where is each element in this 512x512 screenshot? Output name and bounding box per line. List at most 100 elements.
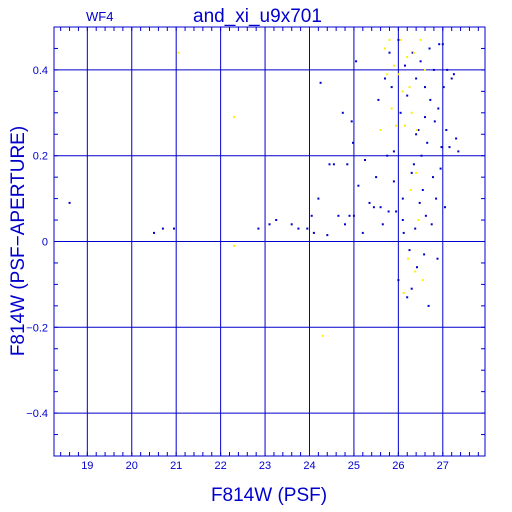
yellow-data-point: [177, 51, 180, 54]
blue-data-point: [381, 223, 384, 226]
blue-data-point: [404, 64, 406, 67]
blue-data-point: [387, 210, 390, 213]
blue-data-point: [332, 163, 335, 166]
blue-data-point: [388, 51, 391, 54]
yellow-data-point: [401, 90, 404, 93]
x-tick-label: 26: [392, 460, 404, 472]
x-tick-label: 20: [126, 460, 138, 472]
blue-data-point: [444, 206, 446, 209]
blue-data-point: [350, 120, 353, 123]
data-points: [68, 38, 460, 337]
blue-data-point: [306, 227, 309, 230]
chart-title: and_xi_u9x701: [193, 6, 322, 27]
yellow-data-point: [388, 38, 391, 41]
blue-data-point: [429, 98, 432, 101]
blue-data-point: [445, 129, 448, 131]
x-tick-label: 21: [170, 460, 182, 472]
blue-data-point: [439, 167, 442, 170]
blue-data-point: [153, 231, 155, 234]
yellow-data-point: [321, 334, 324, 337]
blue-data-point: [410, 171, 413, 174]
blue-data-point: [433, 120, 436, 123]
blue-data-point: [355, 60, 358, 63]
blue-data-point: [406, 94, 409, 97]
blue-data-point: [442, 86, 445, 89]
blue-data-point: [173, 227, 175, 230]
yellow-data-point: [419, 38, 422, 41]
blue-data-point: [386, 154, 389, 157]
yellow-data-point: [402, 292, 405, 294]
blue-data-point: [375, 176, 378, 179]
blue-data-point: [397, 279, 400, 282]
blue-data-point: [415, 133, 418, 136]
y-tick-label: 0.2: [33, 151, 48, 163]
blue-data-point: [440, 146, 443, 149]
yellow-data-point: [417, 219, 420, 221]
yellow-data-point: [404, 124, 406, 127]
blue-data-point: [423, 253, 426, 256]
blue-data-point: [395, 210, 398, 213]
blue-data-point: [352, 214, 355, 217]
blue-data-point: [368, 201, 371, 204]
yellow-data-point: [233, 116, 235, 119]
yellow-data-point: [390, 107, 393, 110]
blue-data-point: [379, 206, 382, 209]
yellow-data-point: [392, 64, 395, 67]
y-tick-label: 0: [42, 237, 48, 249]
blue-data-point: [411, 51, 414, 54]
blue-data-point: [424, 116, 426, 119]
blue-data-point: [426, 141, 429, 144]
blue-data-point: [421, 189, 424, 191]
blue-data-point: [436, 257, 439, 260]
blue-data-point: [341, 111, 344, 114]
blue-data-point: [414, 227, 417, 230]
yellow-data-point: [407, 257, 410, 260]
blue-data-point: [377, 98, 380, 101]
blue-data-point: [430, 223, 433, 226]
yellow-data-point: [424, 68, 426, 71]
blue-data-point: [428, 47, 431, 50]
x-tick-label: 22: [214, 460, 226, 472]
blue-data-point: [348, 214, 351, 217]
blue-data-point: [399, 111, 402, 114]
yellow-data-point: [395, 124, 398, 127]
blue-data-point: [390, 86, 393, 89]
blue-data-point: [417, 129, 420, 131]
blue-data-point: [384, 77, 386, 80]
yellow-data-point: [397, 73, 400, 76]
blue-data-point: [446, 68, 449, 71]
blue-data-point: [450, 77, 453, 80]
blue-data-point: [392, 180, 395, 183]
blue-data-point: [455, 137, 458, 140]
blue-data-point: [419, 60, 422, 63]
y-axis-label: F814W (PSF−APERTURE): [8, 126, 29, 356]
yellow-data-point: [414, 270, 417, 273]
blue-data-point: [424, 86, 426, 89]
blue-data-point: [361, 231, 364, 234]
yellow-data-point: [412, 51, 415, 54]
blue-data-point: [412, 163, 415, 166]
blue-data-point: [438, 43, 441, 46]
chart-subtitle: WF4: [86, 9, 113, 24]
blue-data-point: [297, 227, 300, 230]
blue-data-point: [68, 201, 71, 204]
blue-data-point: [441, 43, 444, 46]
yellow-data-point: [408, 86, 411, 89]
blue-data-point: [328, 163, 331, 166]
yellow-data-point: [386, 73, 389, 76]
blue-data-point: [275, 219, 278, 221]
yellow-data-point: [415, 171, 418, 174]
blue-data-point: [392, 150, 395, 153]
blue-data-point: [415, 77, 418, 80]
blue-data-point: [364, 159, 366, 161]
x-tick-label: 25: [348, 460, 360, 472]
blue-data-point: [317, 197, 320, 200]
blue-data-point: [418, 201, 421, 204]
blue-data-point: [346, 163, 349, 166]
axis-ticks: 19 20 21 22 23 24 25 26 27 −0.4 −0.2 0 0.2 0.4: [26, 26, 485, 472]
blue-data-point: [408, 249, 411, 252]
blue-data-point: [372, 206, 375, 209]
yellow-data-point: [233, 244, 235, 247]
blue-data-point: [410, 287, 413, 290]
